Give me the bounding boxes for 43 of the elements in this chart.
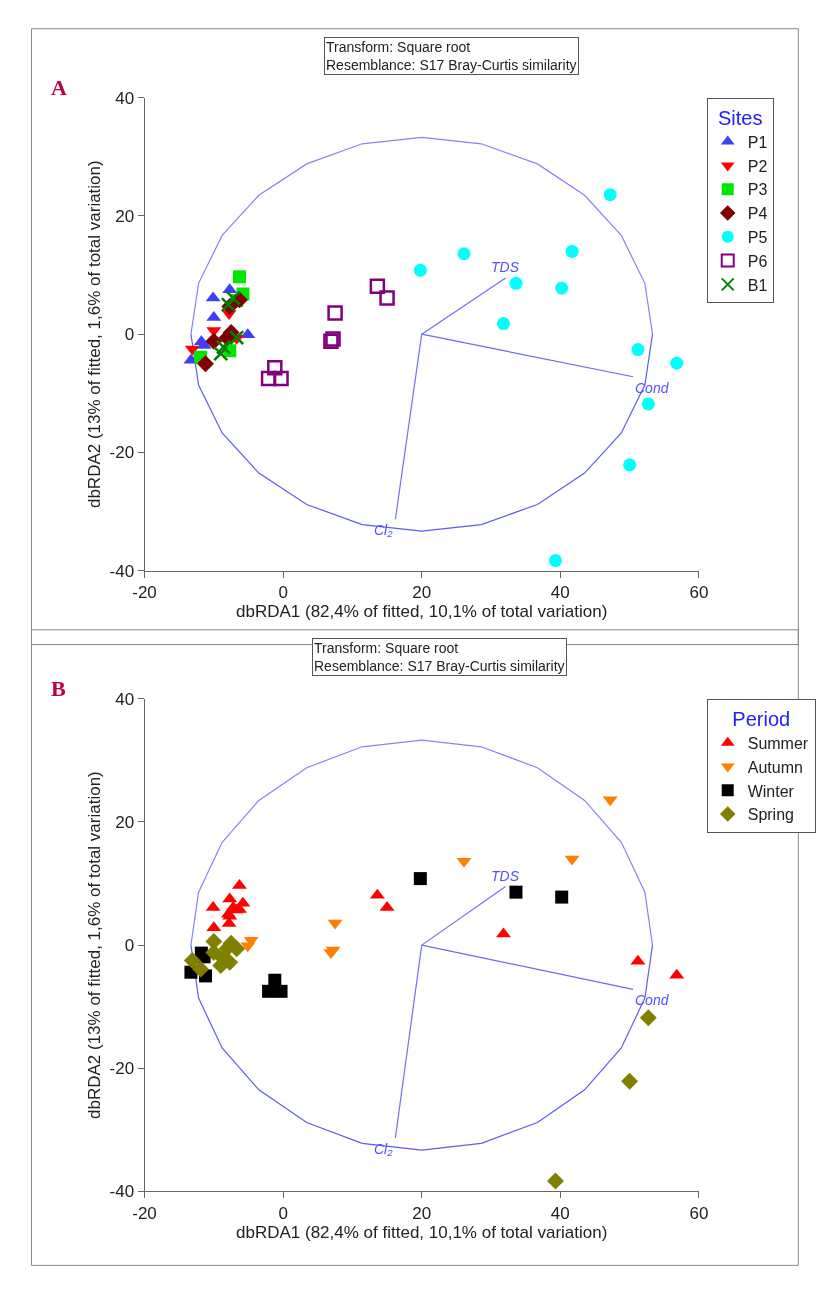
legend-label: Winter: [747, 782, 795, 800]
x-axis-title: dbRDA1 (82,4% of fitted, 10,1% of total variation): [236, 602, 608, 622]
y-tick-label: 20: [115, 812, 135, 832]
y-tick-label: 0: [124, 936, 135, 956]
y-axis-title: dbRDA2 (13% of fitted, 1,6% of total variation): [85, 771, 105, 1119]
y-tick-label: 40: [115, 689, 135, 709]
x-axis-title: dbRDA1 (82,4% of fitted, 10,1% of total variation): [236, 1223, 608, 1243]
x-tick-label: 40: [550, 1203, 570, 1223]
y-tick-label: -40: [109, 1182, 135, 1202]
y-tick-label: -40: [109, 561, 135, 581]
x-tick-label: 60: [689, 583, 709, 603]
x-tick-label: 60: [689, 1203, 709, 1223]
annotation: TDS: [491, 259, 520, 275]
y-tick-label: 40: [115, 88, 135, 108]
y-tick-label: -20: [109, 1059, 135, 1079]
y-tick-label: 0: [124, 325, 135, 345]
legend-label: Spring: [747, 806, 794, 824]
legend-title: Period: [732, 707, 791, 730]
legend-label: P1: [747, 133, 768, 151]
chart-title: A: [51, 75, 67, 100]
legend-label: Summer: [747, 734, 809, 752]
x-tick-label: 0: [278, 1203, 288, 1223]
y-tick-label: -20: [109, 443, 135, 463]
chart-title: B: [51, 676, 66, 701]
annotation: Cl₂: [374, 522, 394, 538]
x-tick-label: 20: [412, 1203, 432, 1223]
legend-label: B1: [747, 276, 768, 294]
legend-label: Autumn: [747, 758, 803, 776]
y-tick-label: 20: [115, 206, 135, 226]
x-tick-label: 40: [550, 583, 570, 603]
text: Transform: Square root Resemblance: S17 Bray-Curtis similarity: [314, 640, 565, 675]
legend-label: P4: [747, 205, 768, 223]
annotation: Cl₂: [374, 1141, 394, 1157]
legend-label: P3: [747, 181, 768, 199]
text: Transform: Square root Resemblance: S17 Bray-Curtis similarity: [326, 39, 577, 74]
legend-label: P6: [747, 252, 768, 270]
y-axis-title: dbRDA2 (13% of fitted, 1,6% of total variation): [85, 160, 105, 509]
x-tick-label: 20: [412, 583, 432, 603]
legend-title: Sites: [717, 106, 763, 129]
legend-label: P2: [747, 157, 768, 175]
legend-label: P5: [747, 229, 768, 247]
annotation: TDS: [491, 868, 520, 884]
x-tick-label: 0: [278, 583, 288, 603]
